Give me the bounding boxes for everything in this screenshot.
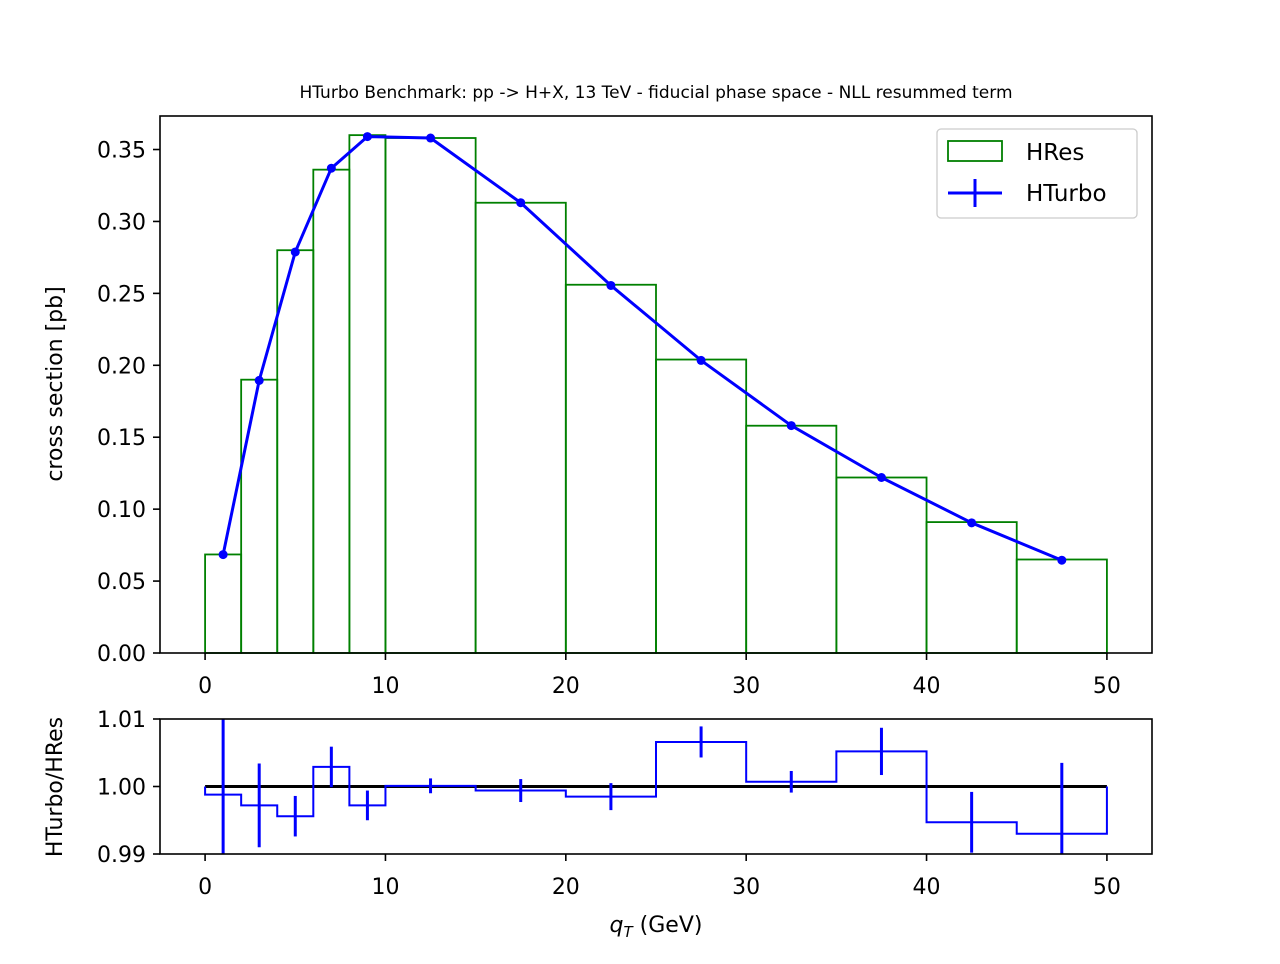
- ratio-x-axis: 0 10 20 30 40 50: [198, 854, 1121, 900]
- main-y-tick-label: 0.15: [97, 426, 146, 451]
- legend: HRes HTurbo: [936, 128, 1138, 219]
- ratio-y-axis-label: HTurbo/HRes: [43, 717, 68, 857]
- ratio-y-tick-label: 1.00: [97, 776, 146, 801]
- main-x-tick-label: 40: [913, 674, 941, 699]
- main-y-tick-label: 0.35: [97, 139, 146, 164]
- main-y-tick-label: 0.00: [97, 642, 146, 667]
- legend-box: [936, 128, 1138, 219]
- main-y-tick-label: 0.05: [97, 570, 146, 595]
- x-axis-label-symbol: q: [610, 913, 624, 938]
- main-y-tick-label: 0.25: [97, 282, 146, 307]
- legend-hturbo-label: HTurbo: [1026, 181, 1107, 207]
- x-axis-label-unit: (GeV): [633, 913, 703, 938]
- ratio-y-tick-label: 1.01: [97, 708, 146, 733]
- ratio-x-tick-label: 0: [198, 875, 212, 900]
- hturbo-point: [1057, 555, 1067, 565]
- ratio-x-tick-label: 10: [371, 875, 399, 900]
- legend-hres-label: HRes: [1026, 140, 1084, 166]
- legend-hres-swatch: [947, 140, 1003, 162]
- hturbo-series: [218, 132, 1067, 565]
- main-y-tick-label: 0.20: [97, 354, 146, 379]
- main-x-tick-label: 50: [1093, 674, 1121, 699]
- ratio-x-tick-label: 30: [732, 875, 760, 900]
- main-y-axis: 0.00 0.05 0.10 0.15 0.20 0.25 0.30 0.35: [97, 139, 160, 667]
- main-axes-frame: [159, 115, 1153, 654]
- ratio-y-axis: 0.99 1.00 1.01: [97, 708, 160, 868]
- main-x-axis: 0 10 20 30 40 50: [198, 653, 1121, 699]
- main-x-tick-label: 10: [371, 674, 399, 699]
- x-axis-label-subscript: T: [624, 923, 635, 941]
- main-y-tick-label: 0.30: [97, 210, 146, 235]
- hturbo-point: [786, 421, 796, 431]
- main-x-tick-label: 0: [198, 674, 212, 699]
- ratio-errorbars: [221, 719, 1064, 854]
- hturbo-point: [696, 355, 706, 365]
- hturbo-point: [254, 375, 264, 385]
- main-y-axis-label: cross section [pb]: [43, 286, 68, 481]
- hturbo-point: [876, 473, 886, 483]
- hturbo-point: [326, 163, 336, 173]
- hturbo-point: [426, 133, 436, 143]
- ratio-x-tick-label: 50: [1093, 875, 1121, 900]
- hturbo-point: [516, 198, 526, 208]
- hturbo-point: [606, 280, 616, 290]
- main-x-tick-label: 30: [732, 674, 760, 699]
- hturbo-point: [967, 518, 977, 528]
- hturbo-point: [362, 132, 372, 142]
- main-y-tick-label: 0.10: [97, 498, 146, 523]
- ratio-y-tick-label: 0.99: [97, 843, 146, 868]
- chart-title: HTurbo Benchmark: pp -> H+X, 13 TeV - fi…: [299, 83, 1012, 103]
- main-x-tick-label: 20: [552, 674, 580, 699]
- hturbo-point: [218, 550, 228, 560]
- ratio-x-tick-label: 40: [913, 875, 941, 900]
- ratio-x-tick-label: 20: [552, 875, 580, 900]
- x-axis-label: qT (GeV): [610, 913, 703, 941]
- hturbo-point: [290, 247, 300, 257]
